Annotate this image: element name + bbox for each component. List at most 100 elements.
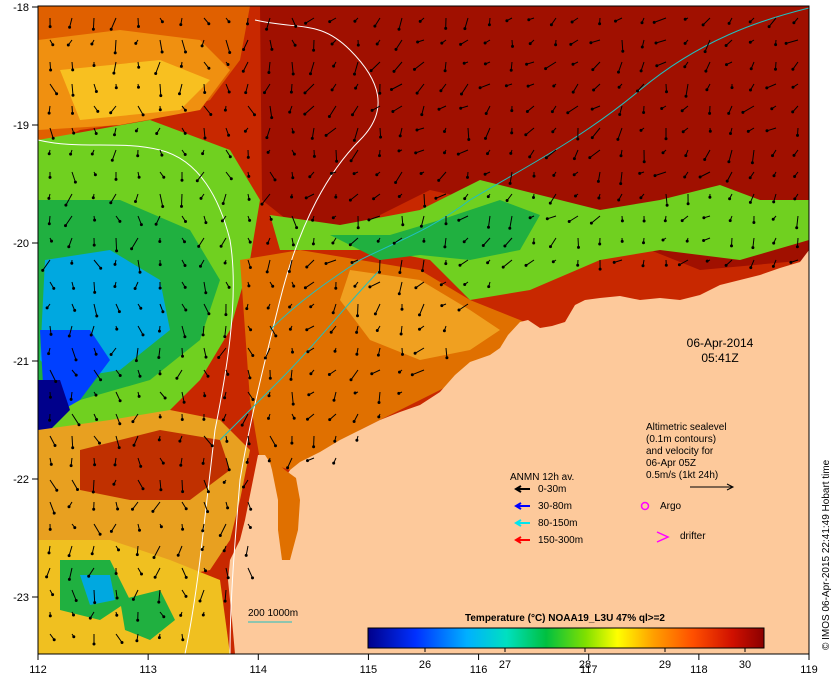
velocity-arrow-head [791,110,795,114]
velocity-arrow-head [117,446,121,450]
velocity-arrow-head [117,310,121,314]
velocity-arrow [654,171,667,177]
velocity-arrow-head [199,264,202,268]
velocity-arrow-head [179,613,183,617]
velocity-arrow-head [288,327,292,331]
velocity-arrow-head [332,398,336,402]
velocity-arrow-head [90,42,94,46]
velocity-arrow [655,39,667,44]
velocity-arrow-head [772,241,776,245]
velocity-arrow [378,391,381,403]
velocity-arrow-head [686,202,690,206]
velocity-arrow-head [528,216,532,220]
velocity-arrow [618,61,623,73]
velocity-arrow-head [67,505,71,509]
velocity-arrow-head [207,312,211,316]
velocity-arrow-head [333,439,337,443]
velocity-arrow-head [397,292,401,296]
velocity-arrow-head [178,92,181,96]
velocity-arrow-head [445,356,449,360]
velocity-arrow-head [486,152,489,156]
velocity-arrow-head [796,133,799,137]
velocity-arrow-head [113,133,116,137]
velocity-arrow [304,105,315,115]
velocity-arrow-head [130,247,134,251]
velocity-arrow [435,193,447,199]
velocity-arrow-head [642,241,645,245]
velocity-arrow-head [420,113,424,117]
velocity-arrow [71,83,74,96]
velocity-arrow-head [288,305,292,309]
velocity-arrow-head [249,328,253,332]
velocity-arrow-head [92,243,96,247]
velocity-arrow-head [160,50,164,54]
velocity-arrow-head [640,45,644,49]
velocity-arrow-head [664,137,668,141]
velocity-arrow [420,215,425,227]
isobath-cyan-2 [219,269,381,441]
velocity-arrow-head [47,222,51,226]
velocity-arrow [637,83,645,92]
velocity-arrow [269,325,277,337]
velocity-arrow [93,281,96,293]
velocity-arrow-head [642,219,646,223]
velocity-arrow-head [639,128,643,132]
velocity-arrow-head [349,378,353,382]
velocity-arrow [241,413,249,426]
velocity-arrow-head [652,20,656,24]
velocity-arrow-head [181,354,184,358]
velocity-arrow-head [159,94,163,98]
velocity-arrow-head [639,69,643,73]
velocity-arrow-head [749,67,753,71]
velocity-arrow-head [392,241,396,245]
velocity-arrow [247,567,253,579]
velocity-arrow-head [243,129,247,133]
velocity-arrow-head [349,159,353,163]
velocity-arrow [665,193,668,206]
velocity-arrow [159,479,162,490]
velocity-arrow-head [265,136,269,140]
velocity-arrow-head [355,330,359,334]
velocity-arrow-head [94,352,98,356]
velocity-arrow-head [223,599,227,603]
velocity-arrow-head [444,222,448,226]
velocity-arrow-head [416,40,420,44]
velocity-arrow-head [183,264,187,267]
velocity-arrow-head [162,615,166,619]
anmn-legend: ANMN 12h av. 0-30m 30-80m 80-150m 150-300m [510,472,583,546]
velocity-arrow-head [524,133,528,137]
velocity-arrow-head [159,525,163,529]
velocity-arrow [181,479,184,492]
velocity-arrow-head [201,333,205,337]
velocity-arrow [269,39,273,50]
velocity-arrow [266,259,271,273]
velocity-arrow-head [483,41,487,45]
velocity-arrow-head [247,442,251,446]
velocity-arrow-head [702,216,706,220]
velocity-arrow [726,171,733,182]
velocity-arrow-head [201,613,205,617]
velocity-arrow [350,149,359,162]
velocity-arrow [93,523,101,535]
velocity-arrow-head [93,601,97,605]
anmn-label: 80-150m [538,518,577,529]
velocity-arrow [550,237,557,247]
velocity-arrow-head [204,355,208,359]
velocity-arrow [464,17,469,29]
velocity-arrow-head [245,307,249,311]
velocity-arrow-head [549,23,553,27]
velocity-arrow-head [444,262,448,266]
velocity-arrow-head [792,21,796,25]
lat-tick-label: -23 [13,592,29,604]
velocity-arrow-head [183,108,187,112]
velocity-arrow-head [266,306,270,310]
velocity-arrow-head [727,21,731,25]
velocity-arrow [159,83,162,96]
velocity-arrow-head [154,72,158,75]
velocity-arrow-head [619,182,623,186]
velocity-arrow-head [94,90,98,93]
alt-line4: 06-Apr 05Z [646,458,696,469]
velocity-arrow [176,369,183,379]
velocity-arrow [135,347,139,361]
velocity-arrow-head [182,400,186,404]
